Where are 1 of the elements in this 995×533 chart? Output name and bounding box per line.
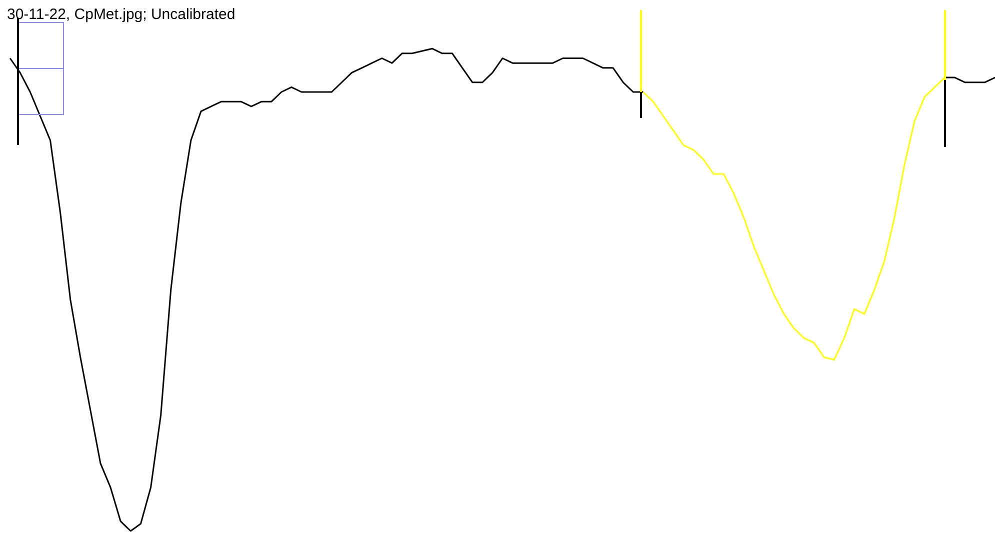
- chart-title: 30-11-22, CpMet.jpg; Uncalibrated: [7, 6, 236, 23]
